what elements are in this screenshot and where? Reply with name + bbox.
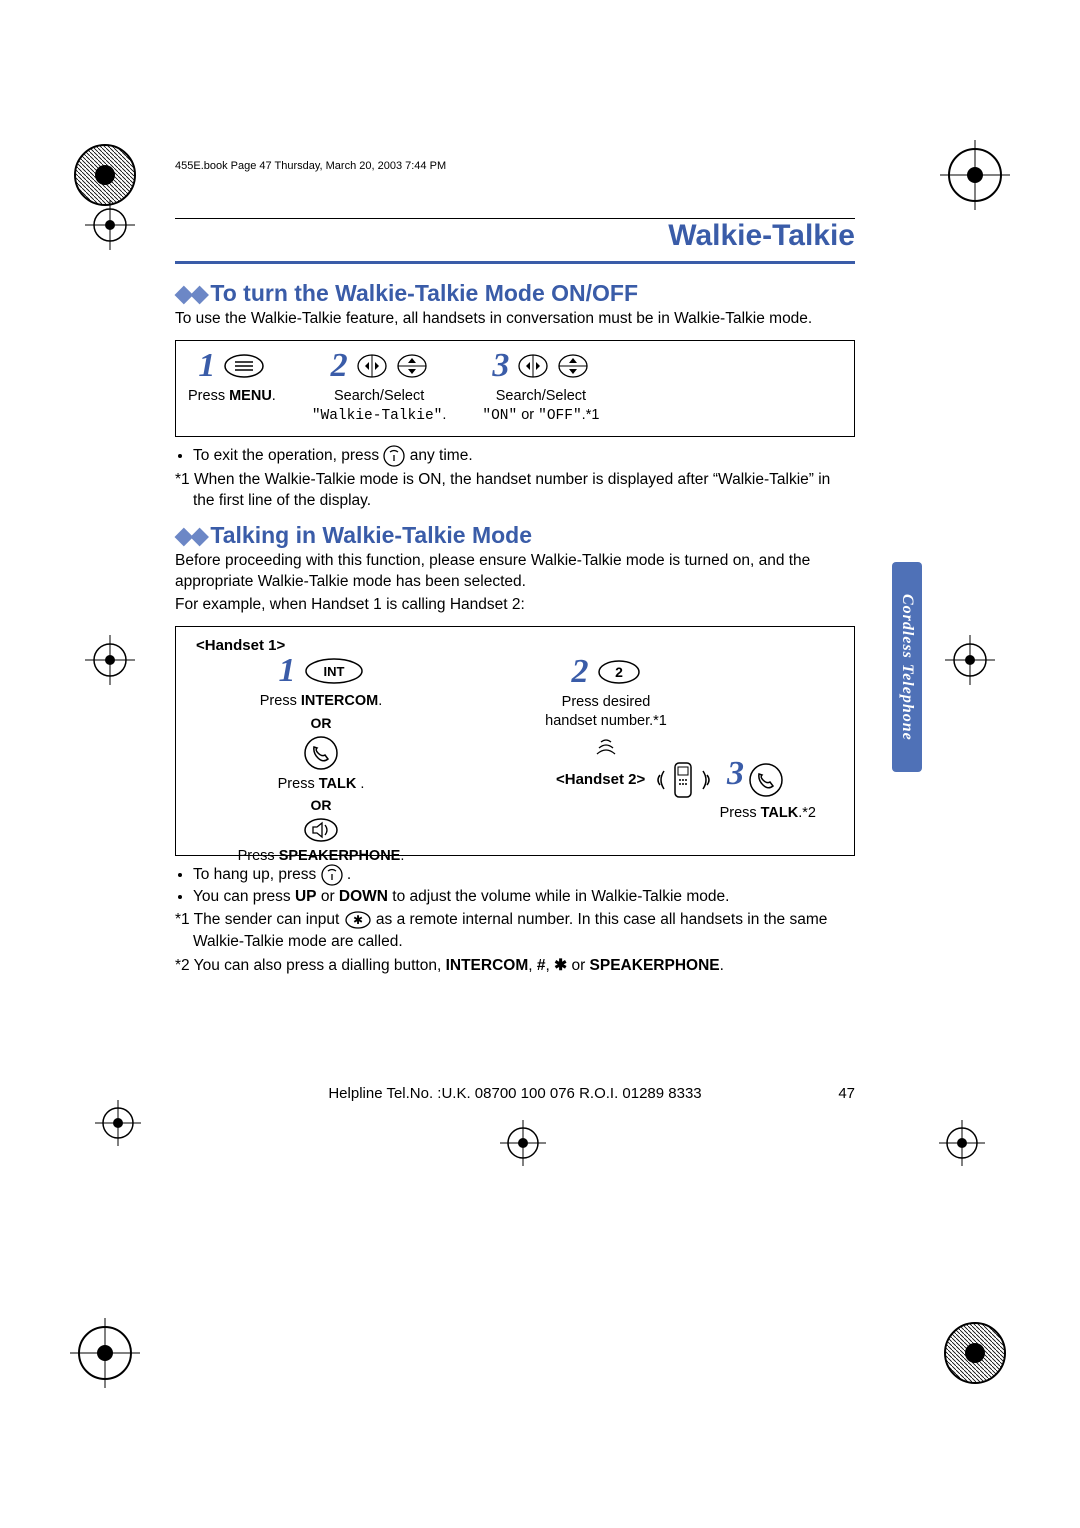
left-right-button-icon bbox=[517, 353, 549, 379]
section2-heading: ◆◆Talking in Walkie-Talkie Mode bbox=[175, 522, 855, 549]
page-number: 47 bbox=[838, 1085, 855, 1102]
section2-bullets: To hang up, press . You can press UP or … bbox=[175, 864, 855, 908]
svg-text:✱: ✱ bbox=[353, 913, 363, 927]
crosshair-icon bbox=[85, 200, 135, 250]
bullet: To exit the operation, press any time. bbox=[193, 445, 855, 467]
caption: Press TALK.*2 bbox=[556, 804, 826, 823]
handset-icon bbox=[672, 760, 694, 800]
step-number: 1 bbox=[279, 654, 296, 688]
side-tab: Cordless Telephone bbox=[892, 562, 922, 772]
step-3: 3 Search/Select"ON" or "OFF".*1 bbox=[482, 349, 599, 426]
step-number: 2 bbox=[572, 655, 589, 689]
section2-footnote-1: *1 The sender can input ✱ as a remote in… bbox=[175, 909, 855, 952]
section1-intro: To use the Walkie-Talkie feature, all ha… bbox=[175, 309, 855, 330]
section1-bullets: To exit the operation, press any time. bbox=[175, 445, 855, 467]
handset-number-column: 2 2 Press desiredhandset number.*1 bbox=[496, 655, 716, 773]
crosshair-icon bbox=[500, 1120, 546, 1166]
section1-heading: ◆◆To turn the Walkie-Talkie Mode ON/OFF bbox=[175, 280, 855, 307]
dial-2-button-icon: 2 bbox=[597, 659, 641, 685]
section2-intro-1: Before proceeding with this function, pl… bbox=[175, 551, 855, 593]
crosshair-icon bbox=[85, 635, 135, 685]
title-rule bbox=[175, 261, 855, 264]
side-tab-label: Cordless Telephone bbox=[898, 594, 916, 741]
sound-right-icon bbox=[699, 765, 717, 795]
handset1-column: <Handset 1> 1 INT Press INTERCOM. OR Pre… bbox=[196, 637, 446, 867]
or-label: OR bbox=[196, 715, 446, 731]
star-button-icon: ✱ bbox=[344, 910, 372, 930]
section2-footnote-2: *2 You can also press a dialling button,… bbox=[175, 955, 855, 977]
speakerphone-button-icon bbox=[303, 817, 339, 843]
footer: Helpline Tel.No. :U.K. 08700 100 076 R.O… bbox=[175, 1085, 855, 1102]
step-1: 1 Press MENU. bbox=[188, 349, 276, 426]
up-down-button-icon bbox=[396, 353, 428, 379]
reg-mark-icon bbox=[940, 140, 1010, 210]
reg-mark-icon bbox=[940, 1318, 1010, 1388]
crosshair-icon bbox=[939, 1120, 985, 1166]
talk-button-icon bbox=[303, 735, 339, 771]
reg-mark-icon bbox=[70, 1318, 140, 1388]
talk-button-icon bbox=[748, 762, 784, 798]
step-number: 3 bbox=[727, 755, 744, 792]
crosshair-icon bbox=[95, 1100, 141, 1146]
sound-left-icon bbox=[650, 765, 668, 795]
page-title: Walkie-Talkie bbox=[175, 219, 855, 253]
section1-footnote: *1 When the Walkie-Talkie mode is ON, th… bbox=[175, 469, 855, 512]
diamond-icon: ◆◆ bbox=[175, 522, 206, 548]
step3-caption: Search/Select"ON" or "OFF".*1 bbox=[482, 387, 599, 426]
book-header: 455E.book Page 47 Thursday, March 20, 20… bbox=[175, 160, 855, 172]
step-number: 3 bbox=[492, 349, 509, 383]
or-label: OR bbox=[196, 797, 446, 813]
diamond-icon: ◆◆ bbox=[175, 280, 206, 306]
step2-caption: Search/Select"Walkie-Talkie". bbox=[312, 387, 447, 426]
steps-box-1: 1 Press MENU. 2 Search/Select"Walkie-Tal… bbox=[175, 340, 855, 437]
left-right-button-icon bbox=[356, 353, 388, 379]
steps-box-2: <Handset 1> 1 INT Press INTERCOM. OR Pre… bbox=[175, 626, 855, 856]
bullet: You can press UP or DOWN to adjust the v… bbox=[193, 886, 855, 908]
handset2-label: <Handset 2> bbox=[556, 771, 645, 788]
svg-text:INT: INT bbox=[323, 664, 344, 679]
handset1-label: <Handset 1> bbox=[196, 637, 446, 654]
helpline-text: Helpline Tel.No. :U.K. 08700 100 076 R.O… bbox=[328, 1085, 701, 1102]
off-button-icon bbox=[383, 445, 405, 467]
menu-button-icon bbox=[223, 353, 265, 379]
svg-text:2: 2 bbox=[615, 664, 623, 680]
step1-caption: Press MENU. bbox=[188, 387, 276, 406]
bullet: To hang up, press . bbox=[193, 864, 855, 886]
caption: Press INTERCOM. bbox=[196, 692, 446, 711]
caption: Press SPEAKERPHONE. bbox=[196, 847, 446, 866]
step-number: 2 bbox=[331, 349, 348, 383]
caption: Press desiredhandset number.*1 bbox=[496, 693, 716, 731]
crosshair-icon bbox=[945, 635, 995, 685]
step-number: 1 bbox=[198, 349, 215, 383]
int-button-icon: INT bbox=[304, 657, 364, 685]
handset2-column: <Handset 2> 3 Press TALK.*2 bbox=[556, 757, 826, 823]
off-button-icon bbox=[321, 864, 343, 886]
section2-intro-2: For example, when Handset 1 is calling H… bbox=[175, 595, 855, 616]
step-2: 2 Search/Select"Walkie-Talkie". bbox=[312, 349, 447, 426]
caption: Press TALK . bbox=[196, 775, 446, 794]
up-down-button-icon bbox=[557, 353, 589, 379]
